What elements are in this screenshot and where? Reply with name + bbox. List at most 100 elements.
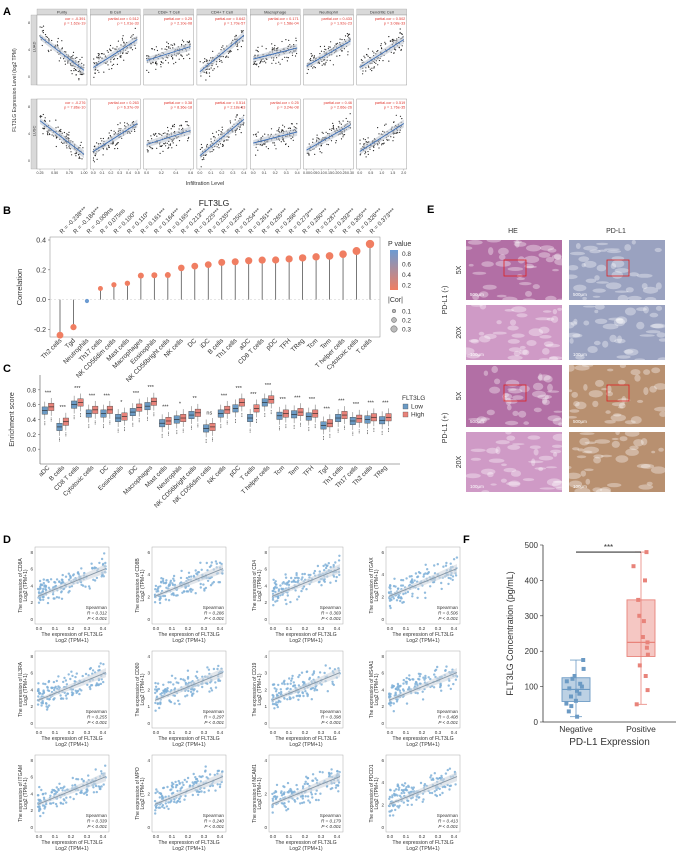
tissue-texture xyxy=(592,288,606,293)
scatter-point xyxy=(168,146,170,148)
scatter-point xyxy=(208,565,212,569)
stat-p: P < 0.001 xyxy=(87,824,107,829)
tissue-texture xyxy=(627,295,642,301)
scatter-point xyxy=(390,136,392,138)
scatter-point xyxy=(449,687,452,691)
stat-r: R = 0.179 xyxy=(321,819,341,824)
scatter-point xyxy=(167,130,169,132)
scatter-point xyxy=(156,62,158,65)
scatter-point xyxy=(389,606,392,610)
scatter-point xyxy=(448,767,452,770)
data-point xyxy=(645,688,650,693)
scatter-point xyxy=(130,47,132,49)
scatter-point xyxy=(285,602,288,606)
scatter-point xyxy=(172,574,176,578)
scatter-point xyxy=(393,789,396,792)
scatter-point xyxy=(171,785,174,788)
data-point xyxy=(640,635,645,639)
scatter-point xyxy=(324,48,326,51)
tissue-texture xyxy=(491,365,499,374)
scatter-point xyxy=(402,678,405,682)
scatter-point xyxy=(160,580,163,583)
scatter-point xyxy=(107,64,109,66)
tissue-texture xyxy=(619,402,626,409)
confidence-band xyxy=(253,43,298,63)
scatter-point xyxy=(265,62,267,64)
scatter-point xyxy=(290,677,294,680)
scatter-point xyxy=(338,126,340,128)
scatter-point xyxy=(336,784,340,787)
tissue-texture xyxy=(538,373,543,382)
scatter-point xyxy=(283,785,286,789)
scatter-point xyxy=(188,588,192,591)
scatter-point xyxy=(78,157,80,159)
scatter-point xyxy=(122,39,124,41)
scatter-point xyxy=(392,38,394,40)
scatter-point xyxy=(271,43,273,45)
scatter-point xyxy=(126,52,128,55)
tissue-texture xyxy=(573,318,578,325)
x-tick-label: 0.6 xyxy=(188,171,193,175)
scatter-point xyxy=(154,791,157,795)
scatter-point xyxy=(302,694,305,698)
scatter-point xyxy=(271,805,274,809)
scatter-point xyxy=(417,796,420,799)
scatter-point xyxy=(329,581,332,584)
scatter-point xyxy=(171,140,173,142)
scatter-point xyxy=(71,784,74,787)
scatter-point xyxy=(47,689,51,693)
scatter-point xyxy=(168,584,171,587)
legend-title: FLT3LG xyxy=(402,395,425,402)
outlier-point xyxy=(138,421,140,423)
scatter-point xyxy=(302,801,306,804)
scatter-point xyxy=(316,139,318,141)
outlier-point xyxy=(73,418,75,420)
scatter-point xyxy=(152,133,155,135)
scatter-point xyxy=(284,56,286,58)
scatter-point xyxy=(296,788,299,791)
scatter-point xyxy=(400,584,403,587)
scatter-point xyxy=(161,579,165,583)
scatter-point xyxy=(322,132,324,134)
size-legend-dot xyxy=(390,325,398,333)
scatter-point xyxy=(36,587,40,591)
scatter-point xyxy=(433,772,436,775)
stat-text: p = 1.62e-19 xyxy=(64,22,85,26)
scatter-point xyxy=(214,789,217,792)
scatter-point xyxy=(64,679,68,682)
scatter-point xyxy=(155,806,158,809)
y-tick-label: 4 xyxy=(381,780,384,785)
x-tick-label: 0.0 xyxy=(91,171,96,175)
scatter-point xyxy=(182,127,184,129)
outlier-point xyxy=(176,431,178,433)
stat-p: P < 0.001 xyxy=(438,720,458,725)
scatter-point xyxy=(178,58,180,60)
scatter-point xyxy=(47,680,50,684)
scatter-point xyxy=(280,141,282,143)
scatter-point xyxy=(77,572,80,576)
tissue-texture xyxy=(538,455,554,461)
scatter-point xyxy=(71,73,73,75)
outlier-point xyxy=(132,425,134,427)
scatter-point xyxy=(159,702,162,706)
scatter-point xyxy=(335,43,337,45)
scatter-point xyxy=(325,61,327,63)
outlier-point xyxy=(381,432,383,434)
x-tick-label: 0.1 xyxy=(208,171,213,175)
scatter-point xyxy=(365,67,367,69)
x-tick-label: 0.0 xyxy=(270,834,277,839)
scatter-point xyxy=(279,688,282,691)
tissue-texture xyxy=(582,296,587,301)
significance-label: *** xyxy=(367,401,374,407)
scatter-point xyxy=(95,576,99,580)
tissue-texture xyxy=(617,398,631,403)
scatter-point xyxy=(100,557,104,561)
scatter-point xyxy=(172,683,175,686)
tissue-texture xyxy=(488,247,494,256)
scatter-point xyxy=(87,585,91,588)
scatter-point xyxy=(121,37,123,39)
outlier-point xyxy=(124,428,126,430)
scatter-point xyxy=(74,689,78,692)
tissue-texture xyxy=(511,306,527,313)
scatter-point xyxy=(214,681,217,684)
